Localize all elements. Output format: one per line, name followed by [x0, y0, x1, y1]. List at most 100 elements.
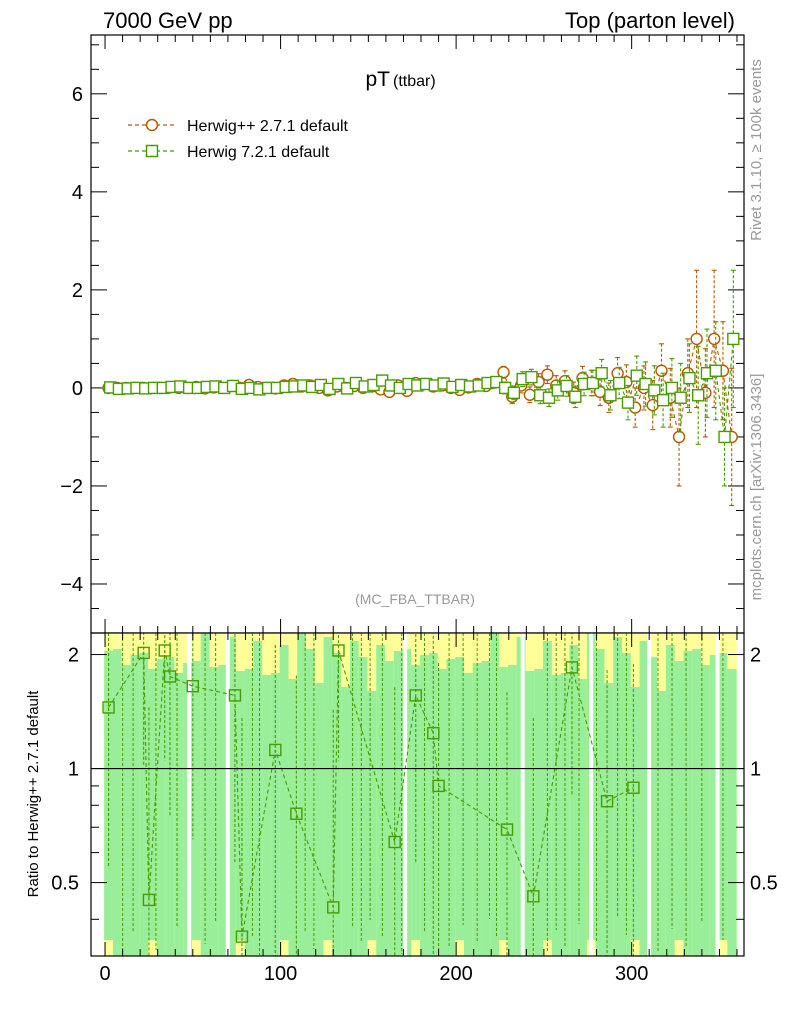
y-tick-label: 4 [72, 182, 83, 204]
legend-entry-herwig7: Herwig 7.2.1 default [128, 144, 330, 161]
y-tick-label: 0 [72, 378, 83, 400]
uncertainty-band-inner [191, 661, 202, 940]
ratio-bands [104, 633, 737, 956]
uncertainty-band-inner [112, 649, 123, 956]
ratio-point [163, 670, 177, 683]
x-tick-label: 0 [99, 963, 110, 985]
ratio-point [332, 644, 345, 657]
data-point-herwig-pp [541, 368, 554, 381]
chart-title-sub: (ttbar) [393, 73, 436, 90]
uncertainty-band-inner [569, 645, 579, 956]
data-point-herwig7 [692, 389, 705, 402]
legend-marker-herwig-pp [145, 118, 159, 132]
data-point-herwig7 [639, 377, 652, 391]
ratio-y-tick-label-right: 2 [750, 645, 761, 667]
uncertainty-band-inner [297, 633, 307, 956]
legend-label-herwig-pp: Herwig++ 2.7.1 default [187, 118, 349, 135]
band-gap [403, 633, 408, 956]
ratio-axes: 0.5 0.5 1 1 2 2 0 100 200 300 [51, 633, 778, 985]
uncertainty-band-inner [130, 655, 140, 956]
uncertainty-band-inner [683, 651, 693, 956]
y-tick-label: −4 [60, 574, 83, 596]
ratio-point [228, 689, 242, 702]
uncertainty-band-inner [314, 683, 325, 956]
uncertainty-band-inner [323, 637, 333, 940]
uncertainty-band-inner [235, 671, 246, 940]
data-point-herwig7 [569, 390, 582, 403]
uncertainty-band-inner [306, 649, 316, 956]
analysis-tag: (MC_FBA_TTBAR) [355, 591, 475, 607]
data-point-herwig7 [674, 391, 687, 404]
uncertainty-band-inner [718, 653, 728, 940]
uncertainty-band-inner [639, 641, 649, 956]
y-tick-label: 6 [72, 84, 83, 106]
side-label-rivet: Rivet 3.1.10, ≥ 100k events [748, 59, 765, 241]
uncertainty-band-inner [262, 675, 272, 956]
uncertainty-band-inner [630, 687, 641, 940]
ratio-y-tick-label-right: 0.5 [750, 873, 778, 895]
uncertainty-band-inner [376, 645, 386, 956]
uncertainty-band-inner [674, 661, 685, 940]
top-data [102, 269, 740, 507]
data-point-herwig7 [621, 396, 635, 409]
band-gap [715, 633, 720, 956]
uncertainty-band-inner [385, 661, 395, 956]
ratio-point [600, 795, 614, 808]
uncertainty-band-inner [455, 657, 465, 940]
header-left: 7000 GeV pp [103, 8, 233, 33]
ratio-point [388, 835, 401, 849]
band-gap [187, 633, 192, 956]
band-gap [225, 633, 230, 956]
uncertainty-band-inner [358, 657, 369, 956]
uncertainty-band-inner [367, 691, 377, 940]
ratio-y-tick-label: 2 [68, 645, 79, 667]
data-point-herwig7 [709, 364, 722, 377]
ratio-point [235, 930, 249, 943]
ratio-point [290, 807, 303, 820]
ratio-y-tick-label: 1 [68, 759, 79, 781]
ratio-point [158, 644, 171, 657]
data-point-herwig7 [718, 430, 731, 444]
uncertainty-band-inner [341, 687, 351, 956]
x-tick-label: 200 [439, 963, 472, 985]
chart-title: pT [365, 68, 390, 91]
uncertainty-band-inner [349, 641, 360, 956]
uncertainty-band-inner [227, 637, 237, 956]
legend-entry-herwig-pp: Herwig++ 2.7.1 default [128, 118, 349, 135]
data-point-herwig7 [683, 371, 696, 385]
legend-label-herwig7: Herwig 7.2.1 default [187, 144, 330, 161]
ratio-data [102, 633, 724, 956]
data-point-herwig7 [604, 389, 617, 402]
uncertainty-band-inner [657, 691, 667, 956]
data-point-herwig7 [507, 386, 521, 400]
band-gap [520, 633, 525, 956]
ratio-panel: 0.5 0.5 1 1 2 2 0 100 200 300 Ratio to Herwig++ 2… [25, 632, 778, 985]
x-tick-label: 100 [264, 963, 297, 985]
data-point-herwig7 [656, 393, 670, 407]
uncertainty-band-inner [709, 655, 720, 956]
data-point-herwig-pp [497, 366, 510, 379]
data-point-herwig-pp [707, 332, 721, 346]
ratio-point [327, 901, 340, 914]
data-point-herwig7 [613, 376, 626, 390]
uncertainty-band-inner [648, 657, 658, 956]
uncertainty-band-inner [727, 669, 737, 956]
ratio-point [565, 661, 579, 674]
header-right: Top (parton level) [565, 8, 735, 33]
uncertainty-band-inner [156, 659, 167, 956]
uncertainty-band-inner [490, 633, 500, 956]
uncertainty-band-inner [534, 669, 544, 956]
top-panel: pT (ttbar) (MC_FBA_TTBAR) −4 −2 0 2 4 6 Herwi… [60, 34, 745, 634]
uncertainty-band-inner [578, 679, 588, 956]
uncertainty-band-inner [499, 667, 509, 940]
x-tick-label: 300 [615, 963, 648, 985]
data-point-herwig-pp [690, 332, 703, 346]
band-gap [647, 633, 652, 956]
side-label-mcplots: mcplots.cern.ch [arXiv:1306.3436] [748, 374, 765, 601]
ratio-point [186, 679, 200, 693]
uncertainty-band-inner [218, 665, 228, 956]
uncertainty-band-inner [446, 659, 456, 956]
data-point-herwig7 [727, 332, 740, 346]
uncertainty-band-inner [279, 645, 290, 940]
